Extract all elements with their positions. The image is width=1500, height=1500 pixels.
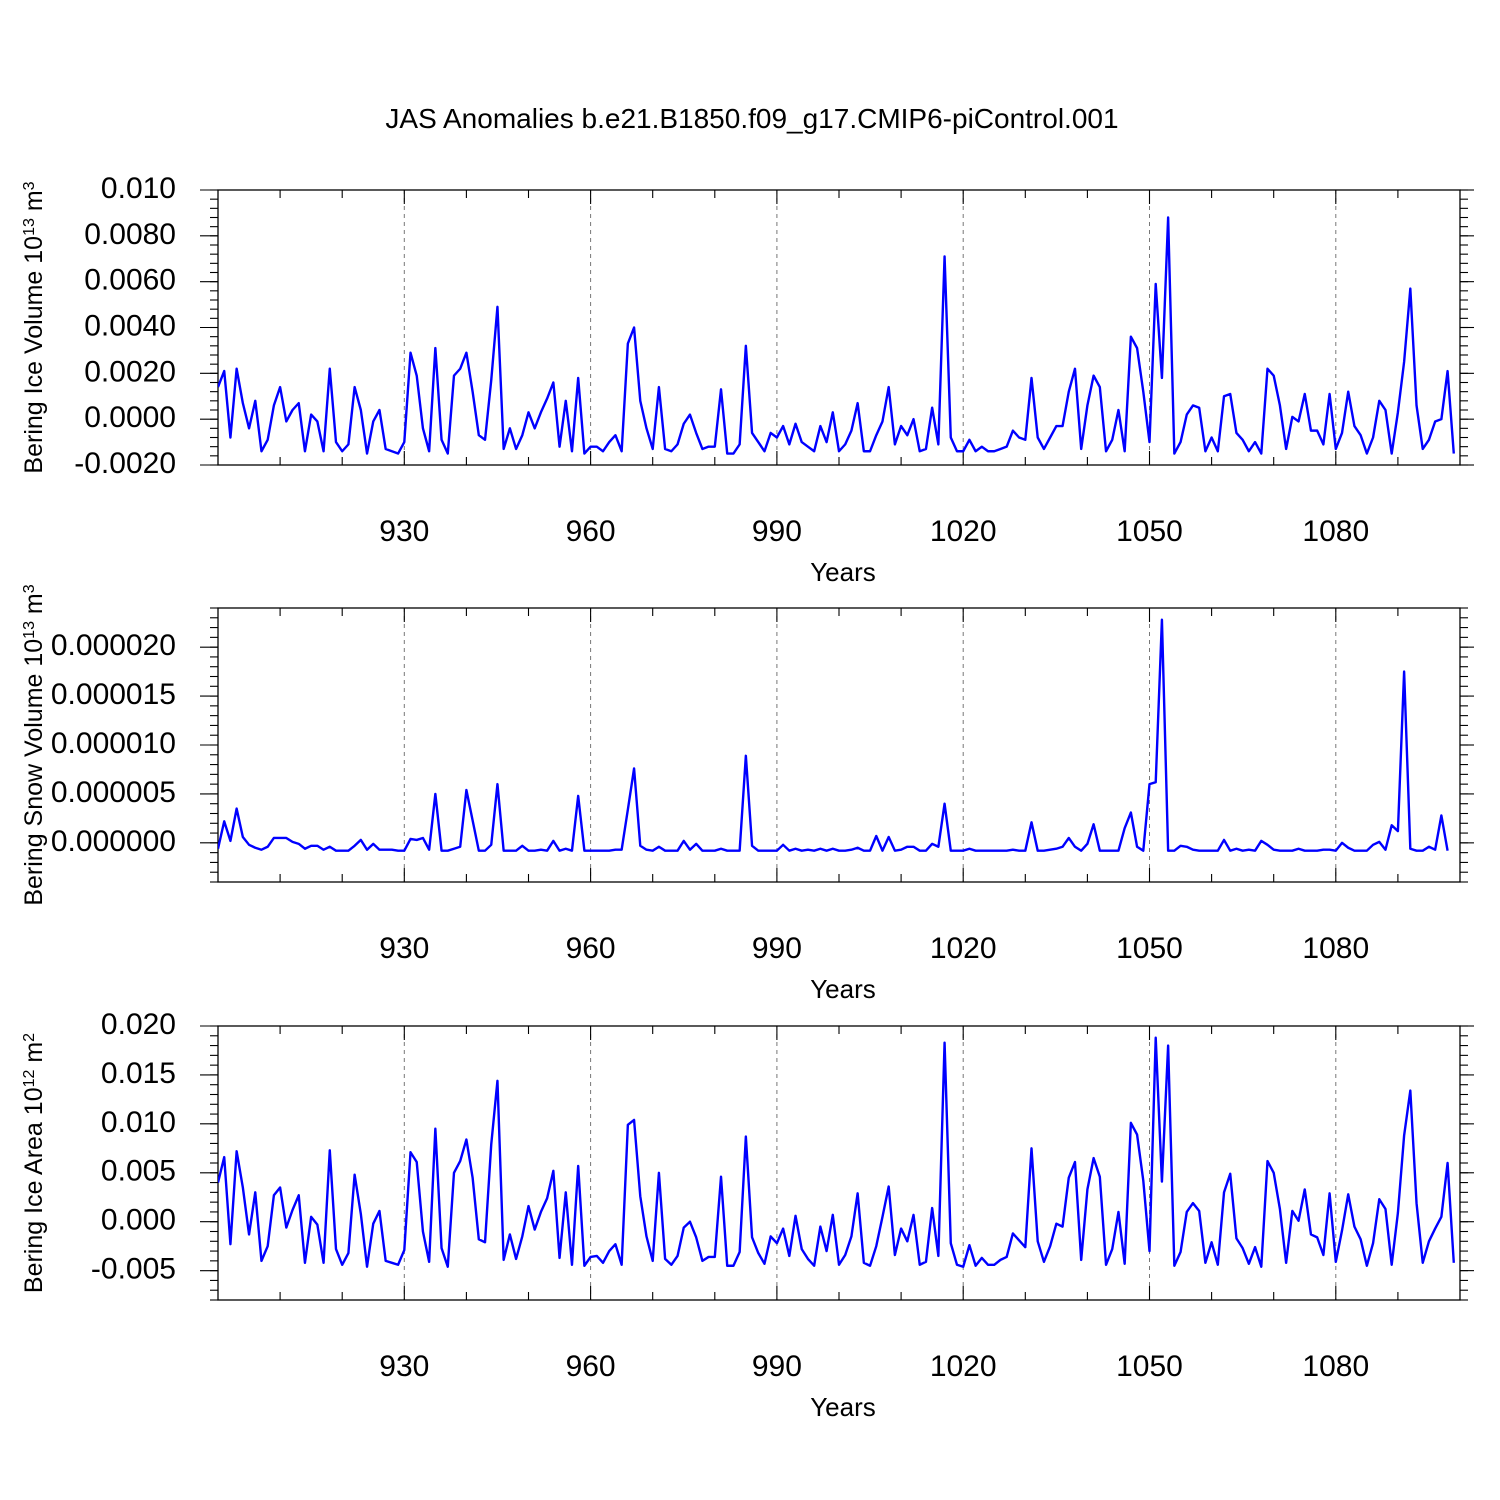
x-tick-label: 1020 <box>930 515 997 548</box>
y-tick-label: 0.0080 <box>84 218 176 251</box>
panel-3: -0.005 0.000 0.005 0.010 0.015 0.020 930 960 990… <box>20 1008 1474 1422</box>
chart-title: JAS Anomalies b.e21.B1850.f09_g17.CMIP6-… <box>385 103 1118 134</box>
y-tick-label: 0.015 <box>101 1057 176 1090</box>
y-tick-label: 0.000005 <box>51 776 176 809</box>
x-tick-label: 960 <box>566 932 616 965</box>
y-tick-label: 0.0060 <box>84 264 176 297</box>
y-tick-label: 0.0040 <box>84 309 176 342</box>
series-line <box>218 216 1455 455</box>
y-tick-label: 0.000015 <box>51 678 176 711</box>
y-tick-label: 0.0020 <box>84 355 176 388</box>
x-tick-label: 990 <box>752 1350 802 1383</box>
y-axis-label: Bering Snow Volume 1013 m3 <box>20 584 48 905</box>
x-tick-label: 930 <box>379 515 429 548</box>
x-tick-label: 1050 <box>1116 1350 1183 1383</box>
y-tick-label: -0.005 <box>91 1253 176 1286</box>
y-tick-label: 0.020 <box>101 1008 176 1041</box>
series-line <box>218 618 1449 852</box>
x-tick-label: 930 <box>379 1350 429 1383</box>
x-tick-label: 960 <box>566 1350 616 1383</box>
x-tick-label: 1020 <box>930 1350 997 1383</box>
series-line <box>218 1036 1455 1268</box>
y-tick-label: 0.000020 <box>51 629 176 662</box>
y-axis-label: Bering Ice Volume 1013 m3 <box>20 181 48 473</box>
x-tick-label: 990 <box>752 515 802 548</box>
x-tick-label: 930 <box>379 932 429 965</box>
y-tick-label: 0.000010 <box>51 727 176 760</box>
x-tick-label: 1080 <box>1302 932 1369 965</box>
x-axis-label: Years <box>810 557 876 587</box>
x-axis-label: Years <box>810 1392 876 1422</box>
y-tick-label: 0.005 <box>101 1155 176 1188</box>
plot-frame <box>217 1025 1461 1301</box>
panel-1: -0.0020 0.0000 0.0020 0.0040 0.0060 0.0080 0.0… <box>20 172 1474 587</box>
y-axis-label: Bering Ice Area 1012 m2 <box>20 1033 48 1293</box>
x-tick-label: 1050 <box>1116 515 1183 548</box>
y-tick-label: 0.0000 <box>84 401 176 434</box>
panel-2: 0.000000 0.000005 0.000010 0.000015 0.000020… <box>20 584 1474 1004</box>
y-tick-label: 0.010 <box>101 172 176 205</box>
y-tick-label: -0.0020 <box>74 447 176 480</box>
x-tick-label: 960 <box>566 515 616 548</box>
plot-frame <box>217 189 1461 466</box>
x-tick-label: 1080 <box>1302 515 1369 548</box>
y-tick-label: 0.010 <box>101 1106 176 1139</box>
x-tick-label: 990 <box>752 932 802 965</box>
y-tick-label: 0.000000 <box>51 825 176 858</box>
y-tick-label: 0.000 <box>101 1204 176 1237</box>
plot-frame <box>217 607 1461 883</box>
x-tick-label: 1080 <box>1302 1350 1369 1383</box>
x-tick-label: 1020 <box>930 932 997 965</box>
x-axis-label: Years <box>810 974 876 1004</box>
x-tick-label: 1050 <box>1116 932 1183 965</box>
